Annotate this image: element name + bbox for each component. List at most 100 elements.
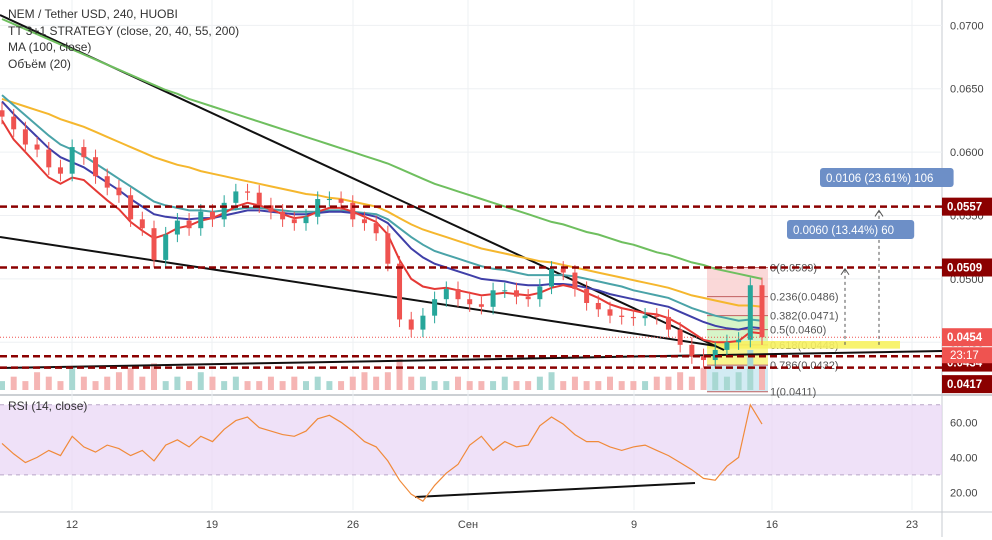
- candle-body: [759, 285, 765, 338]
- candle-body: [174, 220, 180, 235]
- rsi-tick-label: 40.00: [950, 452, 978, 464]
- volume-bar: [677, 372, 684, 390]
- time-tick-label: 9: [631, 519, 637, 531]
- price-tag-box: [942, 197, 992, 216]
- countdown-box: [942, 347, 992, 364]
- candle-body: [280, 211, 286, 220]
- candle-body: [420, 315, 426, 330]
- candle-body: [46, 149, 52, 168]
- fib-level-label: 1(0.0411): [770, 387, 816, 399]
- candle-body: [256, 192, 262, 206]
- volume-bar: [303, 381, 309, 390]
- volume-bar: [642, 381, 649, 390]
- candle-body: [303, 216, 309, 224]
- candle-body: [689, 344, 695, 357]
- time-tick-label: 26: [347, 519, 359, 531]
- price-tag-box: [942, 375, 992, 394]
- candle-body: [22, 129, 28, 145]
- ema20-line: [1, 119, 763, 344]
- volume-bar: [34, 372, 41, 390]
- volume-bar: [618, 381, 625, 390]
- candle-body: [361, 219, 367, 224]
- candle-body: [34, 144, 40, 150]
- volume-bar: [338, 381, 345, 390]
- candle-body: [654, 315, 660, 317]
- candle-body: [455, 289, 461, 300]
- volume-bar: [735, 372, 742, 390]
- volume-bar: [151, 363, 157, 390]
- volume-bar: [291, 376, 298, 390]
- volume-bar: [700, 367, 707, 390]
- volume-bar: [607, 376, 613, 390]
- volume-bar: [10, 376, 17, 390]
- volume-legend: Объём (20): [8, 56, 71, 71]
- candle-body: [701, 356, 707, 361]
- candle-body: [373, 223, 379, 234]
- volume-bar: [256, 381, 263, 390]
- measure-arrow: [840, 267, 850, 276]
- volume-bar: [267, 376, 274, 390]
- candle-body: [57, 167, 63, 174]
- candle-body: [443, 289, 449, 300]
- fib-level-label: 0.5(0.0460): [770, 325, 826, 337]
- volume-bar: [525, 381, 532, 390]
- volume-bar: [232, 376, 239, 390]
- volume-bar: [408, 376, 415, 390]
- volume-bar: [361, 372, 368, 390]
- measure-label: 0.0106 (23.61%) 106: [826, 173, 933, 185]
- volume-bar: [162, 381, 169, 390]
- rsi-line: [1, 403, 763, 502]
- volume-bar: [536, 376, 543, 390]
- candle-body: [665, 316, 671, 330]
- volume-bar: [45, 376, 52, 390]
- price-tick-label: 0.0500: [950, 274, 984, 286]
- volume-bar: [92, 381, 99, 390]
- rsi-tick-label: 20.00: [950, 487, 978, 499]
- volume-bar: [0, 381, 5, 390]
- price-tag-box: [942, 328, 992, 347]
- volume-bar: [665, 376, 672, 390]
- volume-bar: [455, 376, 461, 390]
- time-tick-label: 12: [66, 519, 78, 531]
- volume-bar: [209, 376, 216, 390]
- volume-bar: [127, 367, 134, 390]
- volume-bar: [478, 381, 485, 390]
- candle-body: [245, 191, 251, 193]
- candle-body: [186, 220, 192, 229]
- ema200-line: [1, 18, 763, 280]
- candle-body: [116, 187, 122, 196]
- time-tick-label: 23: [906, 519, 918, 531]
- volume-bar: [349, 376, 356, 390]
- volume-bar: [396, 358, 403, 390]
- candle-body: [525, 296, 531, 300]
- candle-body: [712, 349, 718, 361]
- volume-bar: [595, 381, 602, 390]
- volume-bar: [560, 381, 567, 390]
- volume-bar: [384, 372, 391, 390]
- trend-line: [0, 236, 717, 347]
- price-tag-box: [942, 258, 992, 277]
- measure-label-box: [787, 220, 915, 239]
- candle-body: [747, 285, 753, 340]
- ma-legend: MA (100, close): [8, 40, 92, 54]
- fib-level-label: 0.786(0.0432): [770, 360, 839, 372]
- time-tick-label: Сен: [458, 519, 478, 531]
- candle-body: [11, 116, 17, 130]
- volume-bar: [419, 376, 426, 390]
- candle-body: [385, 233, 391, 264]
- candle-body: [502, 290, 508, 292]
- candle-body: [467, 299, 473, 305]
- volume-bar: [244, 381, 251, 390]
- chart-legend: NEM / Tether USD, 240, HUOBI TT 3+1 STRA…: [8, 6, 239, 72]
- volume-bar: [174, 376, 181, 390]
- volume-bar: [571, 376, 578, 390]
- volume-bar: [69, 367, 76, 390]
- price-tick-label: 0.0600: [950, 147, 984, 159]
- candle-body: [139, 219, 145, 229]
- price-tag-label: 0.0454: [947, 332, 983, 344]
- candle-body: [584, 289, 590, 303]
- volume-bar: [630, 381, 637, 390]
- measure-label: 0.0060 (13.44%) 60: [793, 225, 894, 237]
